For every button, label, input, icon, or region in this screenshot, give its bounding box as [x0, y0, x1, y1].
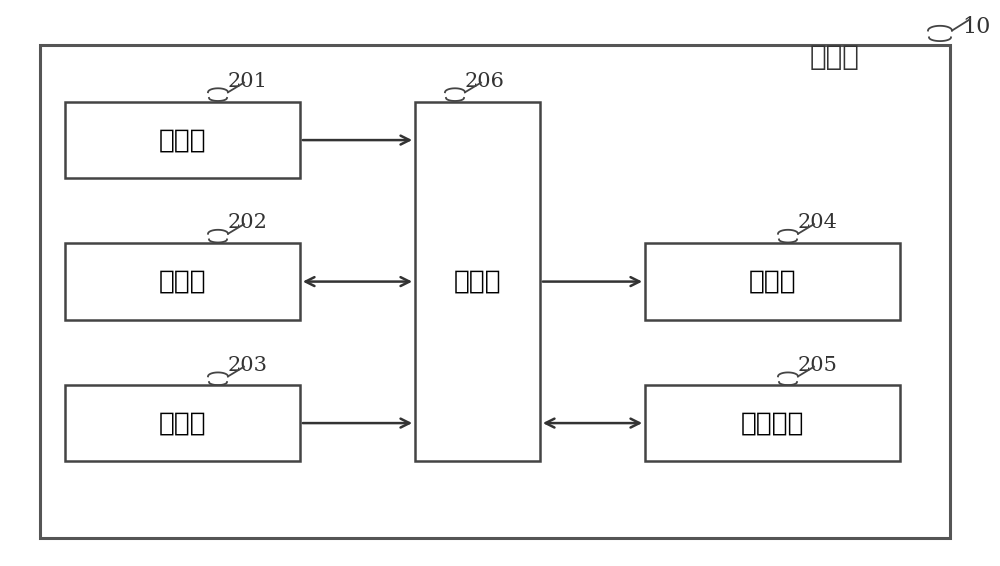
Text: 202: 202 [228, 213, 268, 232]
Text: 显示部: 显示部 [749, 269, 796, 294]
Text: 205: 205 [798, 355, 838, 375]
Text: 输入部: 输入部 [159, 410, 206, 436]
Text: 204: 204 [798, 213, 838, 232]
Bar [645, 385, 900, 461]
Bar [645, 243, 900, 320]
Text: 206: 206 [465, 71, 505, 91]
Text: 201: 201 [228, 71, 268, 91]
Bar [65, 385, 300, 461]
Text: 控制部: 控制部 [454, 269, 501, 294]
Text: 服务器: 服务器 [810, 43, 860, 71]
Bar [40, 45, 950, 538]
Text: 存储部: 存储部 [159, 269, 206, 294]
Bar [65, 102, 300, 178]
Bar [415, 102, 540, 461]
Text: 10: 10 [962, 16, 990, 38]
Text: 通信部: 通信部 [159, 127, 206, 153]
Bar [65, 243, 300, 320]
Text: 203: 203 [228, 355, 268, 375]
Text: 计时器部: 计时器部 [741, 410, 804, 436]
